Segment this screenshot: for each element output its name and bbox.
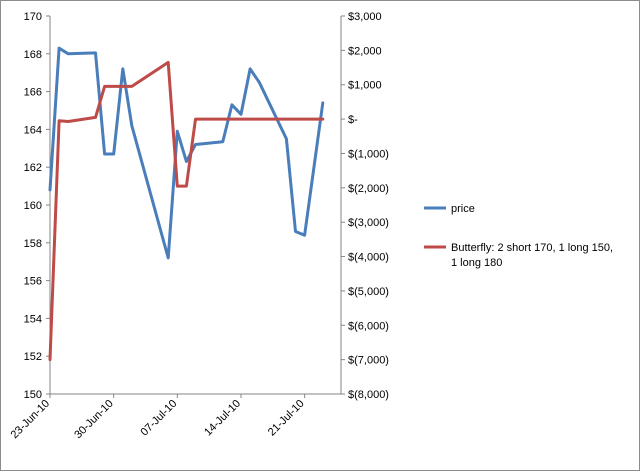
- axes: 150 152 154 156 158 160 162 164 166 168 170 $(8,000…: [9, 11, 389, 441]
- series-butterfly-line: [48, 60, 325, 362]
- y-left-tick-label: 166: [24, 87, 42, 99]
- x-tick-label: 07-Jul-10: [139, 398, 180, 439]
- y-right-tick-label: $(5,000): [348, 286, 389, 298]
- y-right-tick-label: $(2,000): [348, 183, 389, 195]
- y-left-tick-label: 160: [24, 200, 42, 212]
- y-left-tick-label: 164: [24, 124, 42, 136]
- y-left-tick-label: 170: [24, 11, 42, 23]
- y-right-tick-label: $3,000: [348, 11, 382, 23]
- legend: price Butterfly: 2 short 170, 1 long 150,…: [424, 203, 613, 269]
- y-right-tick-label: $(3,000): [348, 217, 389, 229]
- y-left-tick-label: 162: [24, 162, 42, 174]
- x-tick-label: 30-Jun-10: [72, 398, 116, 442]
- series-price-line: [48, 46, 325, 260]
- x-tick-label: 14-Jul-10: [202, 398, 243, 439]
- y-left-tick-label: 152: [24, 351, 42, 363]
- y-right-tick-label: $1,000: [348, 80, 382, 92]
- y-right-tick-label: $(1,000): [348, 148, 389, 160]
- y-right-tick-label: $(4,000): [348, 252, 389, 264]
- y-right-tick-label: $(8,000): [348, 389, 389, 401]
- y-left-tick-label: 154: [24, 313, 42, 325]
- legend-butterfly-label: 1 long 180: [451, 257, 502, 269]
- y-left-tick-label: 150: [24, 389, 42, 401]
- y-right-tick-label: $2,000: [348, 45, 382, 57]
- x-tick-label: 21-Jul-10: [266, 398, 307, 439]
- legend-butterfly-label: Butterfly: 2 short 170, 1 long 150,: [451, 242, 613, 254]
- y-left-tick-label: 158: [24, 238, 42, 250]
- series-layer: [48, 46, 325, 362]
- y-right-tick-label: $(6,000): [348, 320, 389, 332]
- legend-price-label: price: [451, 203, 475, 215]
- y-left-tick-label: 168: [24, 49, 42, 61]
- x-tick-label: 23-Jun-10: [9, 398, 53, 442]
- y-right-tick-label: $-: [348, 114, 358, 126]
- y-right-tick-label: $(7,000): [348, 355, 389, 367]
- y-left-tick-label: 156: [24, 276, 42, 288]
